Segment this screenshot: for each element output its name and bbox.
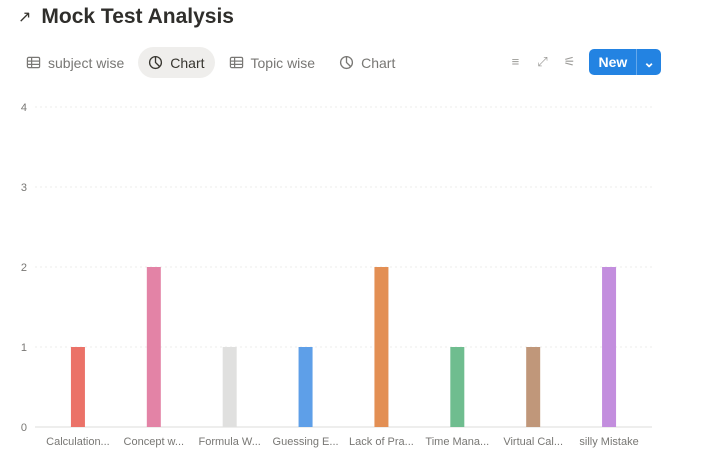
tab-chart-2[interactable]: Chart <box>329 47 405 78</box>
tab-label: Chart <box>361 54 396 71</box>
x-tick-label: Guessing E... <box>273 436 339 448</box>
expand-icon[interactable]: ⤢ <box>537 54 548 69</box>
page-header: ↗ Mock Test Analysis <box>18 5 234 29</box>
y-tick-label: 1 <box>21 342 27 354</box>
tab-label: subject wise <box>48 54 125 71</box>
y-tick-label: 3 <box>21 182 27 194</box>
y-tick-label: 4 <box>21 102 27 114</box>
x-tick-label: Lack of Pra... <box>349 436 414 448</box>
arrow-up-right-icon[interactable]: ↗ <box>18 9 32 26</box>
view-tabs: subject wise Chart Topic wise Chart <box>16 47 405 78</box>
bar <box>526 347 541 427</box>
bar <box>70 347 85 427</box>
bar <box>222 347 237 427</box>
toolbar: ≡ ⤢ ⚟ New ⌄ <box>508 49 661 75</box>
y-tick-label: 2 <box>21 262 27 274</box>
x-tick-label: Time Mana... <box>425 436 489 448</box>
x-tick-label: Calculation... <box>46 436 110 448</box>
bar-chart: 0 1 2 3 4 Calculation... Concept w... Formula W… <box>21 102 652 448</box>
tab-chart[interactable]: Chart <box>138 47 215 78</box>
new-button-label[interactable]: New <box>598 54 628 70</box>
tab-subject-wise[interactable]: subject wise <box>16 47 134 78</box>
pie-chart-icon <box>149 55 163 70</box>
bar <box>374 267 389 427</box>
filter-icon[interactable]: ≡ <box>511 54 520 69</box>
tab-topic-wise[interactable]: Topic wise <box>219 47 326 78</box>
bar <box>602 267 617 427</box>
bar <box>146 267 161 427</box>
table-icon <box>26 56 41 69</box>
new-button: New ⌄ <box>589 49 661 75</box>
y-tick-label: 0 <box>21 422 27 434</box>
settings-sliders-icon[interactable]: ⚟ <box>563 54 576 69</box>
chevron-down-icon[interactable]: ⌄ <box>636 49 661 75</box>
bar <box>450 347 465 427</box>
x-tick-label: silly Mistake <box>579 436 638 448</box>
page-title: Mock Test Analysis <box>41 5 234 28</box>
tab-label: Chart <box>170 54 205 71</box>
pie-chart-icon <box>340 55 354 70</box>
x-tick-label: Virtual Cal... <box>503 436 563 448</box>
bar <box>298 347 313 427</box>
x-tick-label: Concept w... <box>124 436 185 448</box>
tab-label: Topic wise <box>250 54 316 71</box>
table-icon <box>229 56 243 69</box>
x-tick-label: Formula W... <box>199 436 261 448</box>
